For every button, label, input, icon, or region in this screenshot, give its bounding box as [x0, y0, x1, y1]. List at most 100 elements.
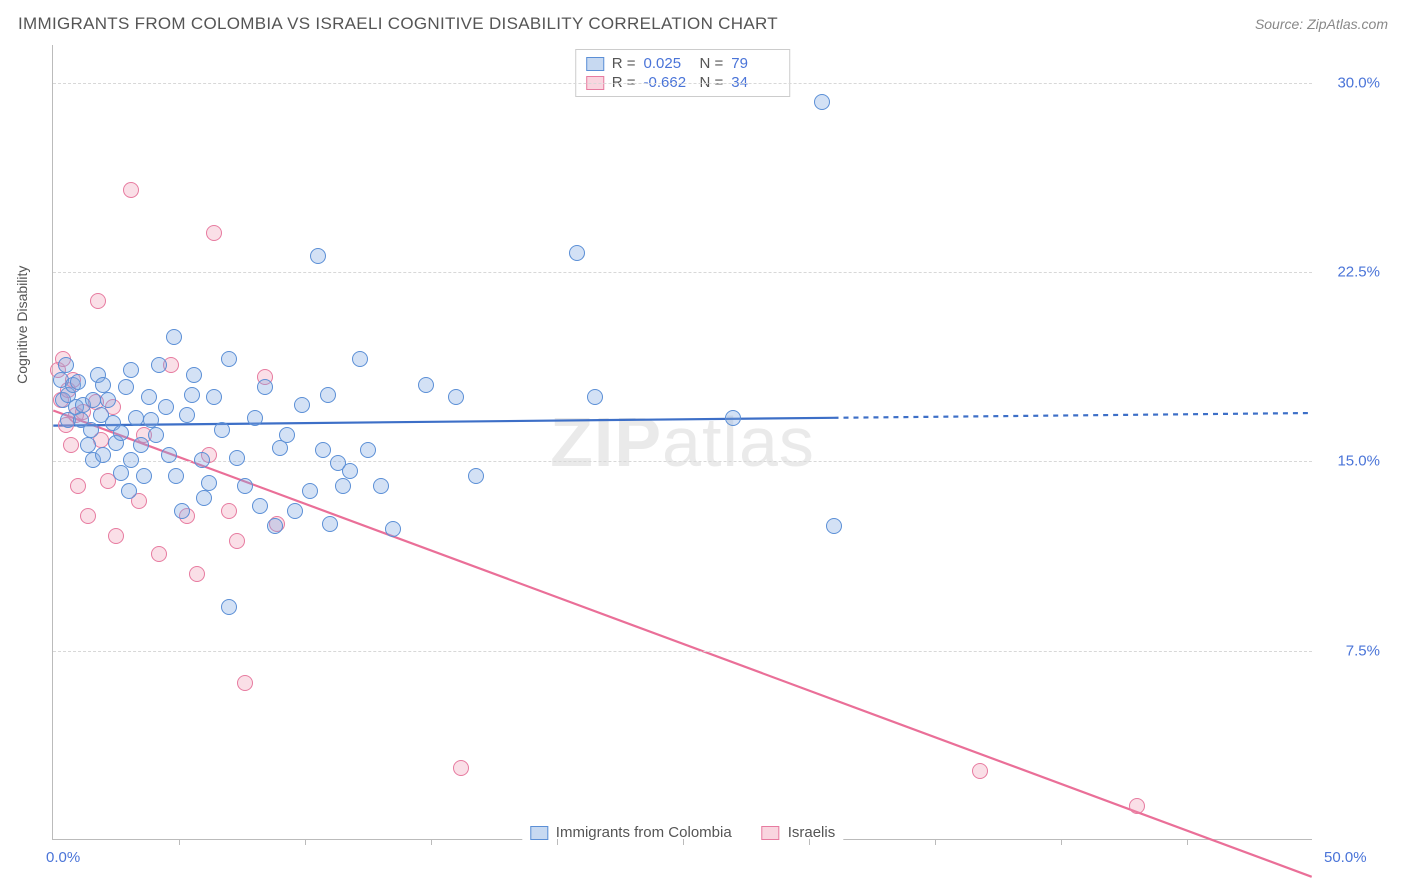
scatter-point-blue: [310, 248, 326, 264]
scatter-point-pink: [453, 760, 469, 776]
scatter-point-blue: [83, 422, 99, 438]
scatter-point-blue: [257, 379, 273, 395]
scatter-point-pink: [189, 566, 205, 582]
x-tick: [179, 839, 180, 845]
swatch-blue-icon: [530, 826, 548, 840]
scatter-point-blue: [133, 437, 149, 453]
scatter-point-pink: [80, 508, 96, 524]
scatter-point-blue: [148, 427, 164, 443]
watermark: ZIPatlas: [550, 402, 815, 482]
source-name: ZipAtlas.com: [1307, 16, 1388, 32]
scatter-point-blue: [279, 427, 295, 443]
scatter-point-blue: [725, 410, 741, 426]
scatter-point-blue: [123, 362, 139, 378]
y-tick-label: 30.0%: [1320, 74, 1380, 91]
scatter-point-blue: [468, 468, 484, 484]
plot-area: ZIPatlas R = 0.025 N = 79 R = -0.662 N =…: [52, 45, 1312, 840]
scatter-point-blue: [206, 389, 222, 405]
scatter-point-blue: [151, 357, 167, 373]
y-axis-label: Cognitive Disability: [14, 265, 30, 383]
scatter-point-pink: [1129, 798, 1145, 814]
scatter-point-pink: [206, 225, 222, 241]
scatter-point-blue: [352, 351, 368, 367]
source-attribution: Source: ZipAtlas.com: [1255, 16, 1388, 32]
trend-lines: [53, 45, 1312, 839]
gridline: [53, 651, 1312, 652]
scatter-point-blue: [174, 503, 190, 519]
scatter-point-pink: [63, 437, 79, 453]
scatter-point-blue: [826, 518, 842, 534]
scatter-point-blue: [342, 463, 358, 479]
y-tick-label: 7.5%: [1320, 642, 1380, 659]
scatter-point-blue: [252, 498, 268, 514]
legend-label-blue: Immigrants from Colombia: [556, 824, 732, 841]
x-axis-start-label: 0.0%: [46, 849, 80, 866]
n-label: N =: [700, 55, 724, 72]
scatter-point-blue: [194, 452, 210, 468]
chart-title: IMMIGRANTS FROM COLOMBIA VS ISRAELI COGN…: [18, 14, 778, 34]
scatter-point-pink: [108, 528, 124, 544]
scatter-point-blue: [100, 392, 116, 408]
scatter-point-blue: [247, 410, 263, 426]
scatter-point-blue: [85, 392, 101, 408]
x-tick: [305, 839, 306, 845]
scatter-point-pink: [151, 546, 167, 562]
x-axis-end-label: 50.0%: [1324, 849, 1367, 866]
swatch-pink-icon: [762, 826, 780, 840]
x-tick: [935, 839, 936, 845]
x-tick: [431, 839, 432, 845]
scatter-point-blue: [95, 377, 111, 393]
scatter-point-blue: [287, 503, 303, 519]
scatter-point-blue: [128, 410, 144, 426]
scatter-point-blue: [302, 483, 318, 499]
scatter-point-blue: [184, 387, 200, 403]
source-prefix: Source:: [1255, 16, 1307, 32]
scatter-point-blue: [229, 450, 245, 466]
scatter-point-blue: [322, 516, 338, 532]
scatter-point-pink: [229, 533, 245, 549]
scatter-point-blue: [237, 478, 253, 494]
chart-container: Cognitive Disability ZIPatlas R = 0.025 …: [52, 45, 1382, 840]
scatter-point-pink: [237, 675, 253, 691]
scatter-point-blue: [201, 475, 217, 491]
scatter-point-blue: [58, 357, 74, 373]
scatter-point-blue: [214, 422, 230, 438]
scatter-point-blue: [267, 518, 283, 534]
x-tick: [683, 839, 684, 845]
scatter-point-blue: [569, 245, 585, 261]
r-label: R =: [612, 55, 636, 72]
scatter-point-pink: [123, 182, 139, 198]
scatter-point-blue: [123, 452, 139, 468]
scatter-point-pink: [972, 763, 988, 779]
correlation-legend: R = 0.025 N = 79 R = -0.662 N = 34: [575, 49, 791, 97]
legend-item-pink: Israelis: [762, 824, 836, 841]
scatter-point-pink: [70, 478, 86, 494]
scatter-point-blue: [141, 389, 157, 405]
scatter-point-blue: [95, 447, 111, 463]
scatter-point-blue: [315, 442, 331, 458]
scatter-point-blue: [158, 399, 174, 415]
legend-label-pink: Israelis: [788, 824, 836, 841]
x-tick: [557, 839, 558, 845]
scatter-point-blue: [335, 478, 351, 494]
scatter-point-blue: [179, 407, 195, 423]
gridline: [53, 83, 1312, 84]
scatter-point-blue: [587, 389, 603, 405]
watermark-bold: ZIP: [550, 403, 662, 481]
x-tick: [1187, 839, 1188, 845]
y-tick-label: 22.5%: [1320, 264, 1380, 281]
scatter-point-blue: [373, 478, 389, 494]
x-tick: [1061, 839, 1062, 845]
scatter-point-blue: [166, 329, 182, 345]
scatter-point-blue: [136, 468, 152, 484]
scatter-point-pink: [90, 293, 106, 309]
legend-item-blue: Immigrants from Colombia: [530, 824, 732, 841]
scatter-point-blue: [161, 447, 177, 463]
scatter-point-blue: [113, 425, 129, 441]
x-tick: [809, 839, 810, 845]
scatter-point-blue: [221, 599, 237, 615]
scatter-point-blue: [118, 379, 134, 395]
scatter-point-blue: [294, 397, 310, 413]
n-value-blue: 79: [731, 55, 779, 72]
scatter-point-blue: [360, 442, 376, 458]
